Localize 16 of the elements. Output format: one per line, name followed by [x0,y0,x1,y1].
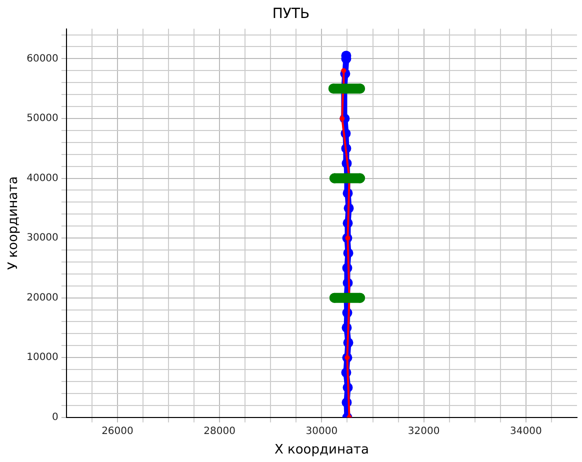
y-tick-label: 60000 [26,53,58,64]
y-tick-label: 30000 [26,232,58,244]
point [341,68,346,74]
x-tick-label: 34000 [510,426,542,437]
y-axis-title: У координата [6,176,22,270]
y-tick-label: 20000 [26,292,58,304]
x-tick-label: 32000 [408,426,440,437]
y-tick-label: 40000 [26,172,58,184]
x-axis-title: X координата [274,442,369,458]
x-tick-label: 30000 [306,426,338,437]
chart-title: ПУТЬ [272,6,310,22]
y-tick-label: 50000 [26,113,58,124]
x-tick-label: 28000 [204,426,236,437]
x-tick-label: 26000 [102,426,134,437]
y-tick-label: 10000 [26,352,58,364]
y-tick-label: 0 [52,412,58,423]
